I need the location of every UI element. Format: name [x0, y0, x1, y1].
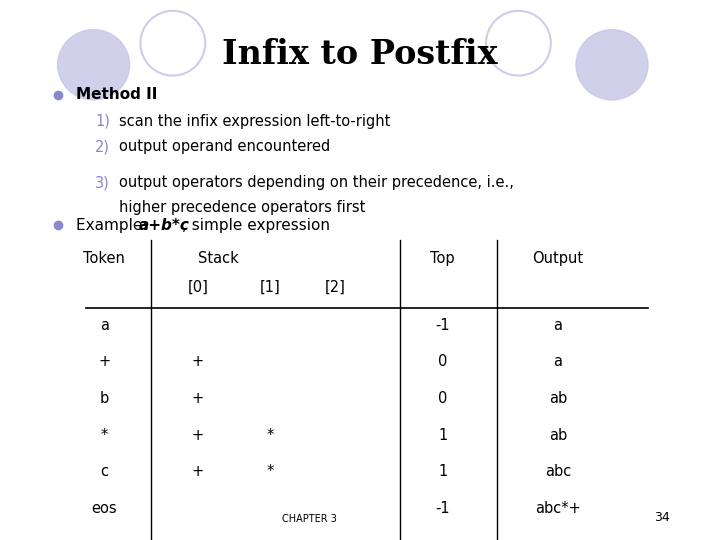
Text: a: a — [554, 354, 562, 369]
Text: [1]: [1] — [260, 280, 280, 295]
Text: *: * — [101, 428, 108, 443]
Text: , simple expression: , simple expression — [182, 218, 330, 233]
Text: [0]: [0] — [188, 280, 208, 295]
Text: a: a — [554, 318, 562, 333]
Ellipse shape — [576, 30, 648, 100]
Text: Top: Top — [431, 251, 455, 266]
Text: Method II: Method II — [76, 87, 157, 102]
Text: -1: -1 — [436, 318, 450, 333]
Text: ab: ab — [549, 391, 567, 406]
Text: 1: 1 — [438, 428, 447, 443]
Text: abc*+: abc*+ — [535, 501, 581, 516]
Text: eos: eos — [91, 501, 117, 516]
Text: abc: abc — [545, 464, 571, 480]
Ellipse shape — [58, 30, 130, 100]
Text: b: b — [100, 391, 109, 406]
Text: Infix to Postfix: Infix to Postfix — [222, 38, 498, 71]
Text: 0: 0 — [438, 354, 448, 369]
Text: +: + — [192, 464, 204, 480]
Text: 3): 3) — [95, 175, 109, 190]
Text: scan the infix expression left-to-right: scan the infix expression left-to-right — [119, 114, 390, 129]
Text: -1: -1 — [436, 501, 450, 516]
Text: [2]: [2] — [325, 280, 345, 295]
Ellipse shape — [486, 11, 551, 76]
Text: c: c — [100, 464, 109, 480]
Text: +: + — [192, 354, 204, 369]
Text: CHAPTER 3: CHAPTER 3 — [282, 514, 337, 524]
Text: Example:: Example: — [76, 218, 152, 233]
Text: Output: Output — [532, 251, 584, 266]
Text: +: + — [192, 391, 204, 406]
Text: 1): 1) — [95, 114, 110, 129]
Text: ab: ab — [549, 428, 567, 443]
Text: 34: 34 — [654, 511, 670, 524]
Text: 2): 2) — [95, 139, 110, 154]
Text: higher precedence operators first: higher precedence operators first — [119, 200, 365, 215]
Text: a+b*c: a+b*c — [138, 218, 189, 233]
Text: output operand encountered: output operand encountered — [119, 139, 330, 154]
Text: output operators depending on their precedence, i.e.,: output operators depending on their prec… — [119, 175, 513, 190]
Text: +: + — [192, 428, 204, 443]
Text: *: * — [266, 428, 274, 443]
Text: 0: 0 — [438, 391, 448, 406]
Text: 1: 1 — [438, 464, 447, 480]
Ellipse shape — [140, 11, 205, 76]
Text: Token: Token — [84, 251, 125, 266]
Text: *: * — [266, 464, 274, 480]
Text: a: a — [100, 318, 109, 333]
Text: +: + — [99, 354, 110, 369]
Text: Stack: Stack — [198, 251, 239, 266]
